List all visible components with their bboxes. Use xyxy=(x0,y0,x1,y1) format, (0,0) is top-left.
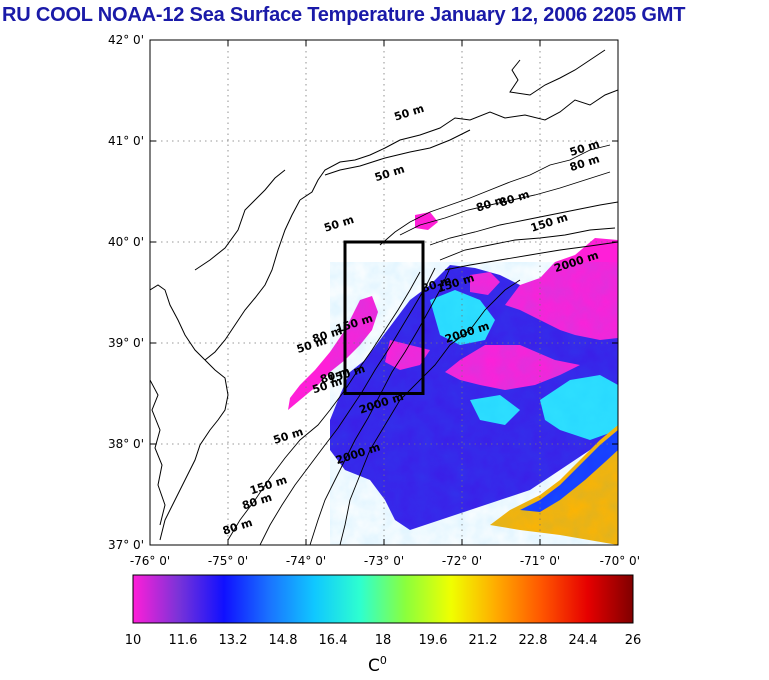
colorbar-tick-labels: 10 11.6 13.2 14.8 16.4 18 19.6 21.2 22.8 24.4 26 xyxy=(125,633,642,648)
latitude-tick-label: 40° 0' xyxy=(108,235,144,249)
latitude-tick-label: 37° 0' xyxy=(108,538,144,552)
coastline xyxy=(150,49,618,541)
isobaths xyxy=(227,144,618,545)
longitude-tick-label: -71° 0' xyxy=(520,554,560,568)
colorbar-tick-label: 24.4 xyxy=(569,633,598,648)
colorbar-tick-label: 26 xyxy=(625,633,642,648)
latitude-labels: 42° 0' 41° 0' 40° 0' 39° 0' 38° 0' 37° 0' xyxy=(108,33,144,552)
colorbar-tick-label: 19.6 xyxy=(419,633,448,648)
colorbar-tick-label: 10 xyxy=(125,633,142,648)
longitude-tick-label: -73° 0' xyxy=(364,554,404,568)
latitude-tick-label: 38° 0' xyxy=(108,437,144,451)
longitude-tick-label: -76° 0' xyxy=(130,554,170,568)
study-area-box xyxy=(343,240,425,395)
colorbar-unit: C0 xyxy=(368,654,387,676)
colorbar: 10 11.6 13.2 14.8 16.4 18 19.6 21.2 22.8 24.4 26 C… xyxy=(125,574,642,676)
colorbar-gradient xyxy=(132,574,634,624)
longitude-labels: -76° 0' -75° 0' -74° 0' -73° 0' -72° 0' -71° … xyxy=(130,554,640,568)
latitude-tick-label: 42° 0' xyxy=(108,33,144,47)
sst-data-layer xyxy=(288,212,618,545)
longitude-tick-label: -75° 0' xyxy=(208,554,248,568)
colorbar-tick-label: 22.8 xyxy=(519,633,548,648)
latitude-tick-label: 39° 0' xyxy=(108,336,144,350)
map-title: RU COOL NOAA-12 Sea Surface Temperature … xyxy=(2,4,686,26)
lat-lon-grid xyxy=(150,40,618,545)
colorbar-tick-label: 11.6 xyxy=(169,633,198,648)
longitude-tick-label: -74° 0' xyxy=(286,554,326,568)
sst-texture xyxy=(330,262,618,545)
colorbar-unit-superscript: 0 xyxy=(380,654,387,667)
colorbar-unit-base: C xyxy=(368,656,380,676)
latitude-tick-label: 41° 0' xyxy=(108,134,144,148)
colorbar-tick-label: 13.2 xyxy=(219,633,248,648)
colorbar-tick-label: 21.2 xyxy=(469,633,498,648)
axis-ticks xyxy=(149,39,619,546)
colorbar-tick-label: 16.4 xyxy=(319,633,348,648)
colorbar-tick-label: 18 xyxy=(375,633,392,648)
colorbar-tick-label: 14.8 xyxy=(269,633,298,648)
longitude-tick-label: -72° 0' xyxy=(442,554,482,568)
longitude-tick-label: -70° 0' xyxy=(600,554,640,568)
